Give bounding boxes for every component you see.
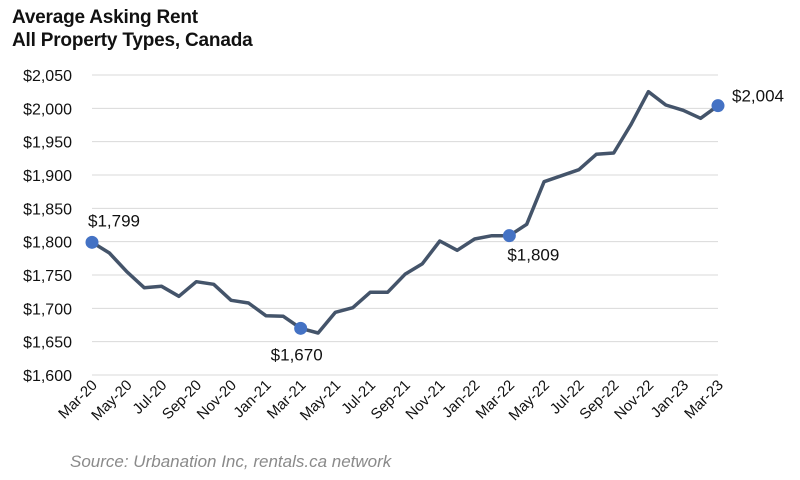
gridlines [92, 74, 718, 376]
y-tick-label: $1,650 [23, 335, 72, 352]
y-tick-label: $1,600 [23, 368, 72, 385]
series-line [90, 89, 720, 335]
markers-group [85, 99, 725, 335]
source-note: Source: Urbanation Inc, rentals.ca netwo… [70, 452, 392, 471]
data-label: $1,670 [271, 345, 323, 364]
x-tick-label: Mar-23 [681, 377, 727, 423]
y-tick-label: $2,000 [23, 101, 72, 118]
x-tick-label: Nov-21 [402, 377, 448, 423]
y-tick-label: $1,900 [23, 168, 72, 185]
data-point-marker [294, 321, 308, 335]
chart-title: Average Asking Rent [12, 7, 198, 28]
data-point-marker [711, 99, 725, 113]
y-axis: $1,600 $1,650 $1,700 $1,750 $1,800 $1,850 $1,9… [23, 68, 72, 385]
x-axis: Mar-20May-20Jul-20Sep-20Nov-20Jan-21Mar-… [55, 377, 727, 424]
data-label: $1,799 [88, 211, 140, 230]
y-tick-label: $1,950 [23, 135, 72, 152]
data-point-marker [85, 235, 99, 249]
y-tick-label: $1,700 [23, 301, 72, 318]
data-label: $2,004 [732, 87, 784, 106]
chart-subtitle: All Property Types, Canada [12, 30, 253, 51]
y-tick-label: $1,800 [23, 235, 72, 252]
y-tick-label: $1,750 [23, 268, 72, 285]
chart-title-block: Average Asking Rent All Property Types, … [12, 6, 253, 52]
y-tick-label: $2,050 [23, 68, 72, 85]
data-label: $1,809 [507, 246, 559, 265]
x-tick-label: Nov-22 [611, 377, 657, 423]
y-tick-label: $1,850 [23, 201, 72, 218]
x-tick-label: Nov-20 [194, 377, 240, 423]
series-group [90, 89, 720, 335]
data-point-marker [502, 229, 516, 243]
data-labels-group: $1,799 $1,670 $1,809 $2,004 [88, 87, 784, 365]
